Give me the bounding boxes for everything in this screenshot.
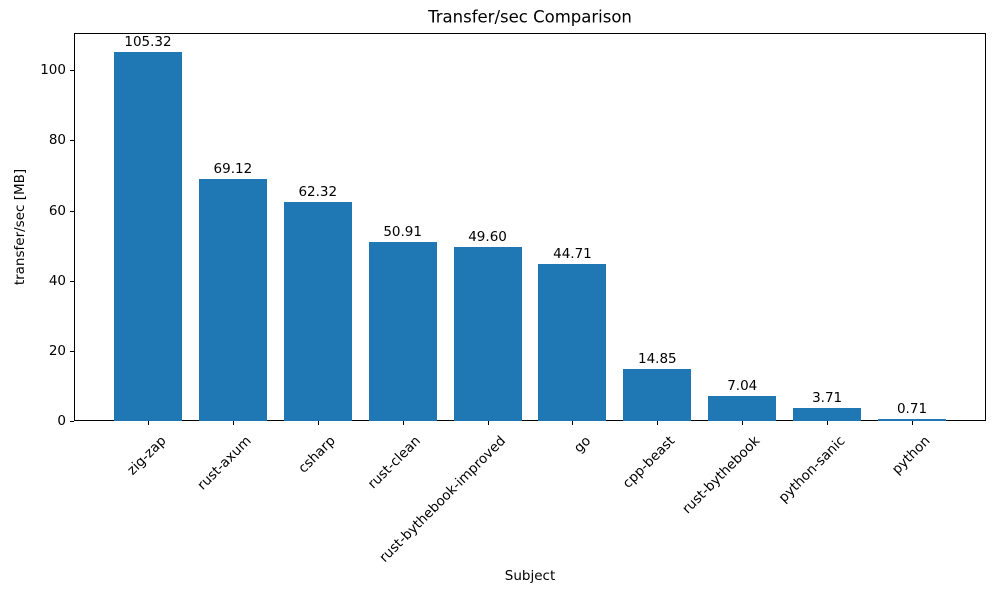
x-tick-mark	[148, 421, 149, 425]
y-tick-mark	[70, 210, 74, 212]
bar-csharp	[283, 202, 352, 421]
x-tick-mark	[827, 421, 829, 425]
bar-value-label: 49.60	[468, 228, 507, 245]
x-tick-mark	[402, 421, 404, 425]
bar-value-label: 69.12	[213, 160, 253, 177]
x-tick-label: rust-axum	[193, 433, 255, 494]
bar-python	[878, 418, 946, 421]
x-tick-label: csharp	[295, 433, 340, 477]
y-tick-mark	[70, 140, 74, 142]
bar-value-label: 62.32	[298, 184, 338, 201]
bar-value-label: 50.91	[383, 224, 422, 241]
bar-value-label: 3.71	[812, 389, 843, 406]
x-tick-label: zig-zap	[123, 433, 170, 479]
y-tick-label: 40	[48, 272, 66, 289]
bar-rust-bythebook	[708, 396, 777, 421]
x-tick-label: python-sanic	[775, 433, 849, 506]
y-tick-label: 80	[48, 132, 66, 149]
bar-value-label: 44.71	[553, 246, 592, 263]
y-tick-label: 20	[48, 342, 66, 359]
y-tick-mark	[70, 421, 74, 422]
y-tick-mark	[70, 70, 74, 72]
x-tick-label: cpp-beast	[620, 433, 679, 492]
x-tick-mark	[317, 421, 319, 425]
bar-go	[538, 264, 607, 421]
x-axis-label: Subject	[504, 568, 556, 584]
y-tick-mark	[70, 350, 74, 352]
y-axis-label: transfer/sec [MB]	[12, 168, 28, 286]
bar-value-label: 0.71	[896, 400, 928, 417]
x-tick-mark	[657, 421, 659, 425]
x-tick-mark	[742, 421, 744, 425]
y-tick-label: 100	[40, 62, 66, 79]
chart-title: Transfer/sec Comparison	[428, 7, 632, 27]
bar-rust-axum	[198, 178, 267, 421]
x-tick-mark	[487, 421, 489, 425]
y-tick-mark	[70, 280, 74, 282]
x-tick-label: go	[570, 433, 594, 457]
x-tick-label: rust-bythebook	[679, 433, 764, 518]
bar-zig-zap	[114, 51, 182, 421]
bar-rust-clean	[368, 242, 437, 421]
x-tick-mark	[912, 421, 913, 425]
x-tick-mark	[572, 421, 574, 425]
bar-cpp-beast	[623, 368, 692, 421]
bar-value-label: 105.32	[124, 33, 172, 50]
y-tick-label: 0	[57, 413, 66, 429]
x-tick-label: rust-clean	[364, 433, 424, 493]
bar-rust-bythebook-improved	[453, 246, 522, 421]
x-tick-mark	[232, 421, 234, 425]
y-tick-label: 60	[48, 202, 66, 219]
bar-value-label: 14.85	[638, 350, 677, 367]
bar-python-sanic	[793, 407, 862, 421]
bar-value-label: 7.04	[727, 378, 758, 395]
x-tick-label: python	[888, 433, 934, 478]
